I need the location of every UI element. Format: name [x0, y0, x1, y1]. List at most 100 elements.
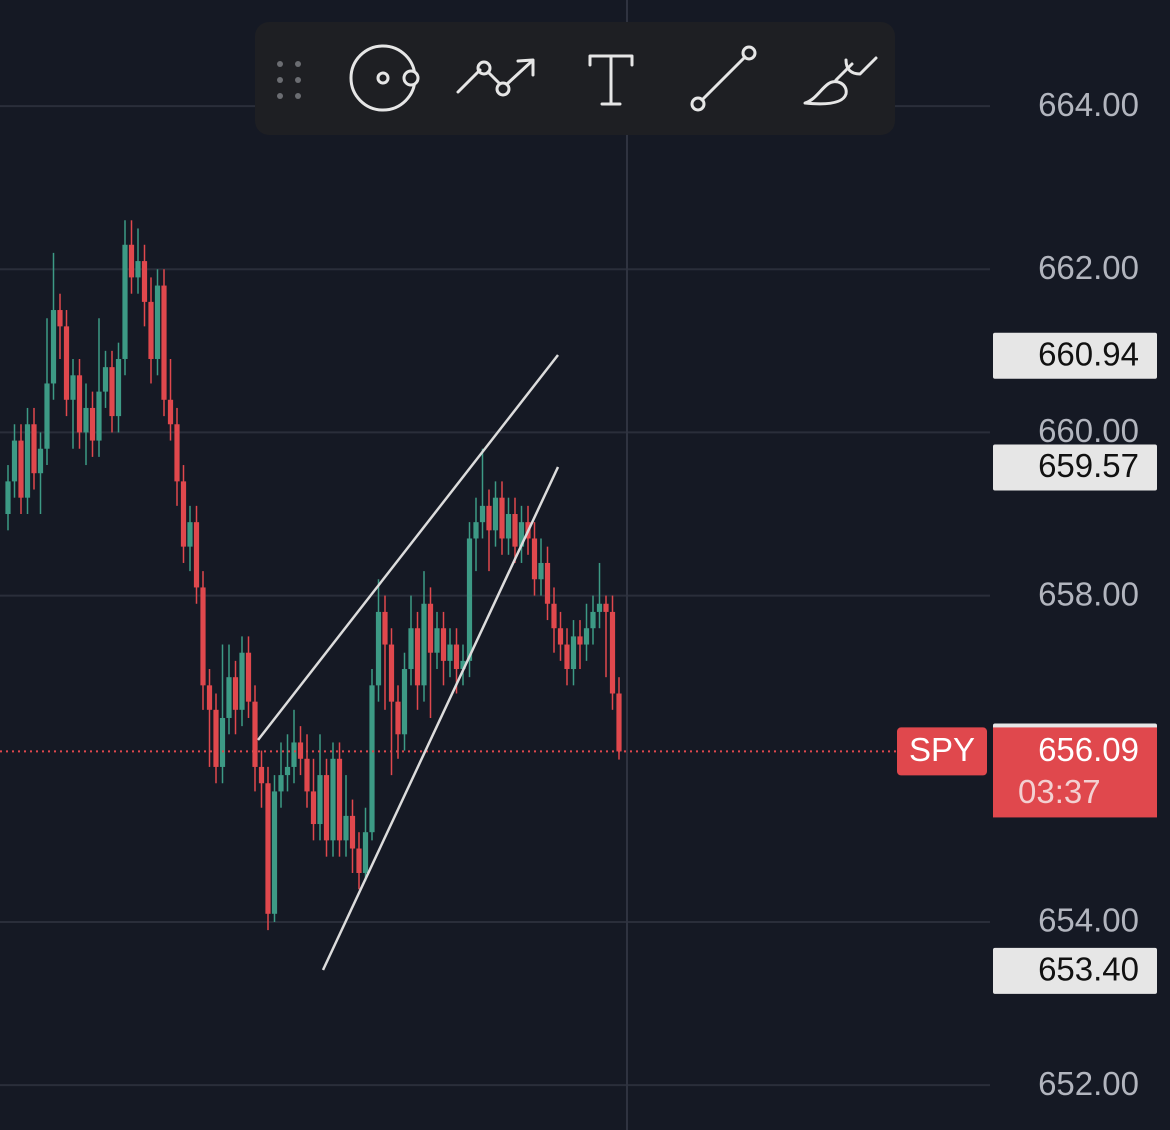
toolbar-bg	[255, 22, 895, 135]
candle-body	[44, 383, 50, 449]
candle-body	[239, 652, 245, 710]
candle-body	[154, 285, 161, 359]
price-label: 659.57	[1038, 447, 1139, 484]
candle-body	[304, 758, 310, 792]
candle-body	[167, 399, 174, 425]
candle-body	[200, 587, 206, 686]
candle-body	[349, 815, 356, 849]
candle-body	[83, 407, 89, 433]
candle-body	[226, 677, 232, 718]
candle-body	[11, 440, 18, 482]
candle-body	[330, 758, 336, 841]
last-price-label: 656.09	[1038, 731, 1139, 768]
candle-body	[213, 709, 219, 767]
candle-body	[356, 848, 362, 873]
line-tool[interactable]	[690, 45, 757, 112]
candle-body	[460, 660, 466, 670]
candle-body	[596, 603, 603, 612]
candle-body	[89, 407, 96, 441]
candle-body	[401, 669, 408, 735]
candle-body	[31, 424, 37, 474]
y-tick-label: 652.00	[1038, 1065, 1139, 1102]
y-tick-label: 664.00	[1038, 86, 1139, 123]
candle-body	[479, 505, 486, 523]
y-tick-label: 660.00	[1038, 412, 1139, 449]
price-labels: 664.00 662.00 660.00 658.00 654.00 652.00 660.…	[897, 86, 1157, 1102]
candle-body	[603, 603, 609, 612]
candle-body	[232, 677, 239, 710]
candle-body	[310, 791, 317, 825]
candle-body	[427, 603, 434, 653]
candle-body	[453, 644, 460, 670]
price-label: 660.94	[1038, 335, 1139, 372]
grip[interactable]	[277, 61, 301, 99]
candle-body	[206, 685, 213, 710]
candle-body	[180, 481, 187, 547]
candle-body	[518, 522, 525, 547]
symbol-label: SPY	[909, 731, 975, 768]
candle-body	[245, 652, 252, 702]
candle-body	[492, 497, 499, 531]
candle-body	[512, 514, 518, 547]
price-label-box	[993, 444, 1157, 491]
circle-tool[interactable]	[349, 44, 420, 112]
candle-body	[271, 791, 278, 914]
candle-body	[148, 301, 154, 359]
price-label-box	[993, 947, 1157, 994]
candle-body	[382, 611, 388, 645]
candle-body	[590, 611, 596, 629]
candle-body	[18, 440, 24, 498]
candle-body	[284, 766, 291, 776]
candle-body	[24, 424, 31, 498]
candle-body	[317, 775, 323, 825]
candle-body	[57, 310, 63, 327]
path-tool[interactable]	[456, 58, 535, 97]
brush-tool[interactable]	[803, 56, 878, 106]
candle-body	[252, 701, 258, 767]
trend-line	[257, 354, 559, 741]
y-tick-label: 658.00	[1038, 575, 1139, 612]
grid	[0, 105, 990, 1087]
candle-body	[421, 603, 427, 686]
candle-body	[96, 391, 102, 441]
candle-body	[258, 766, 265, 784]
candle-body	[473, 522, 479, 539]
y-tick-label: 662.00	[1038, 249, 1139, 286]
candle-body	[278, 775, 284, 792]
candle-body	[414, 628, 421, 686]
candle-body	[551, 603, 557, 629]
candle-body	[37, 448, 44, 474]
candle-body	[187, 522, 193, 547]
candle-body	[291, 742, 297, 767]
candle-body	[161, 285, 167, 400]
candle-body	[174, 424, 180, 482]
candle-body	[499, 497, 505, 539]
candle-body	[102, 367, 109, 392]
candle-body	[5, 481, 11, 515]
candle-body	[109, 367, 115, 417]
countdown: 03:37	[1018, 773, 1101, 810]
candle-body	[486, 505, 492, 531]
last-price-box	[993, 727, 1157, 818]
candle-body	[135, 261, 141, 278]
candles	[0, 220, 897, 931]
text-tool[interactable]	[588, 54, 634, 106]
toolbar	[255, 22, 895, 135]
candle-body	[434, 628, 440, 653]
candle-body	[369, 685, 375, 833]
candle-body	[395, 701, 401, 735]
candle-body	[583, 628, 590, 645]
candle-body	[440, 628, 447, 661]
candle-body	[343, 815, 349, 841]
price-label-box	[993, 332, 1157, 379]
candle-body	[219, 717, 226, 767]
candle-body	[128, 244, 135, 278]
candle-body	[265, 783, 271, 914]
candle-body	[388, 644, 395, 702]
candle-body	[375, 611, 382, 686]
candle-body	[466, 538, 473, 661]
candle-body	[505, 514, 512, 539]
candle-body	[564, 644, 570, 670]
candle-body	[616, 693, 622, 752]
